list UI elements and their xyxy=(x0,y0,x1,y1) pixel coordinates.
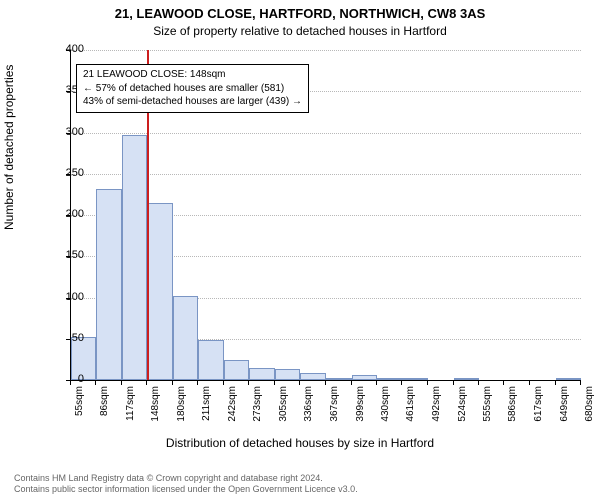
y-tick-label: 0 xyxy=(44,373,84,385)
annotation-line2: ← 57% of detached houses are smaller (58… xyxy=(83,82,302,96)
chart-container: { "title_line1":"21, LEAWOOD CLOSE, HART… xyxy=(0,0,600,500)
x-tick-label: 524sqm xyxy=(457,386,468,430)
histogram-bar xyxy=(147,203,173,380)
x-tick-label: 461sqm xyxy=(405,386,416,430)
histogram-bar xyxy=(173,296,198,380)
y-tick-label: 400 xyxy=(44,43,84,55)
x-tick-label: 305sqm xyxy=(278,386,289,430)
annotation-line3: 43% of semi-detached houses are larger (… xyxy=(83,95,302,109)
y-tick-label: 300 xyxy=(44,126,84,138)
chart-subtitle: Size of property relative to detached ho… xyxy=(0,24,600,38)
x-tick-label: 586sqm xyxy=(507,386,518,430)
histogram-bar xyxy=(326,378,352,380)
x-tick-label: 492sqm xyxy=(431,386,442,430)
histogram-bar xyxy=(249,368,275,380)
x-tick-label: 86sqm xyxy=(99,386,110,430)
histogram-bar xyxy=(402,378,427,380)
histogram-bar xyxy=(224,360,249,380)
histogram-bar xyxy=(300,373,325,380)
histogram-bar xyxy=(377,378,402,380)
x-tick-label: 336sqm xyxy=(303,386,314,430)
histogram-bar xyxy=(96,189,121,380)
footer-attribution: Contains HM Land Registry data © Crown c… xyxy=(14,473,358,496)
annotation-line1: 21 LEAWOOD CLOSE: 148sqm xyxy=(83,68,302,82)
x-tick-label: 242sqm xyxy=(227,386,238,430)
histogram-bar xyxy=(454,378,479,380)
x-tick-label: 649sqm xyxy=(559,386,570,430)
x-tick-label: 399sqm xyxy=(355,386,366,430)
footer-line1: Contains HM Land Registry data © Crown c… xyxy=(14,473,358,485)
y-axis-label: Number of detached properties xyxy=(2,65,16,230)
annotation-box: 21 LEAWOOD CLOSE: 148sqm ← 57% of detach… xyxy=(76,64,309,113)
x-tick-label: 555sqm xyxy=(482,386,493,430)
footer-line2: Contains public sector information licen… xyxy=(14,484,358,496)
histogram-bar xyxy=(352,375,377,380)
y-tick-label: 250 xyxy=(44,167,84,179)
histogram-bar xyxy=(275,369,300,380)
histogram-bar xyxy=(122,135,147,380)
x-tick-label: 617sqm xyxy=(533,386,544,430)
x-tick-label: 117sqm xyxy=(125,386,136,430)
x-tick-label: 180sqm xyxy=(176,386,187,430)
x-tick-label: 273sqm xyxy=(252,386,263,430)
x-tick-label: 367sqm xyxy=(329,386,340,430)
y-tick-label: 200 xyxy=(44,208,84,220)
y-tick-label: 150 xyxy=(44,249,84,261)
y-tick-label: 100 xyxy=(44,291,84,303)
x-tick-label: 680sqm xyxy=(584,386,595,430)
histogram-bar xyxy=(556,378,581,380)
x-tick-label: 148sqm xyxy=(150,386,161,430)
y-tick-label: 50 xyxy=(44,332,84,344)
histogram-bar xyxy=(198,340,223,380)
x-tick-label: 211sqm xyxy=(201,386,212,430)
x-tick-label: 55sqm xyxy=(74,386,85,430)
x-axis-label: Distribution of detached houses by size … xyxy=(0,436,600,450)
chart-title: 21, LEAWOOD CLOSE, HARTFORD, NORTHWICH, … xyxy=(0,6,600,21)
x-tick-label: 430sqm xyxy=(380,386,391,430)
